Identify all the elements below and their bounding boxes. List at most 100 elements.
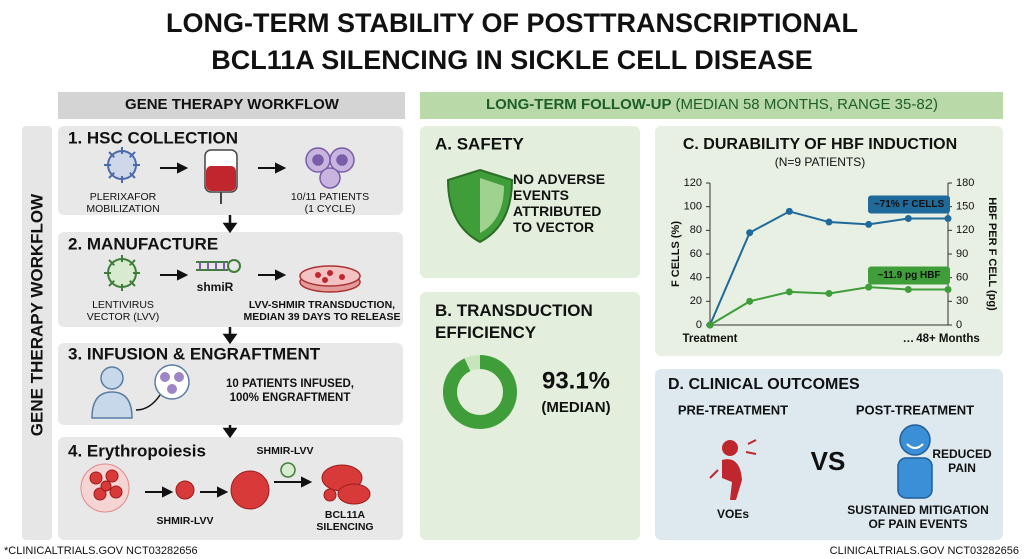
safety-text-line: EVENTS <box>513 187 569 203</box>
point <box>785 288 793 296</box>
step-label-line: LENTIVIRUS <box>92 299 154 311</box>
chart-title: C. DURABILITY OF HBF INDUCTION <box>683 136 957 153</box>
step-title: 4. Erythropoiesis <box>68 441 206 460</box>
petri-dish-icon <box>299 265 361 293</box>
step-label: SHMIR-LVV <box>157 515 214 527</box>
step-box <box>58 437 403 540</box>
page-title: LONG-TERM STABILITY OF POSTTRANSCRIPTION… <box>166 8 858 75</box>
point <box>785 207 793 215</box>
outcome-label: REDUCED PAIN <box>932 447 992 475</box>
arrow <box>258 269 287 281</box>
outcome-heading: POST-TREATMENT <box>856 402 974 417</box>
step-label: shmiR <box>197 280 234 294</box>
broken-rbc-icon <box>321 464 371 505</box>
step-label-line: PLERIXAFOR <box>90 191 157 203</box>
arrow <box>274 476 313 488</box>
step-title: 1. HSC COLLECTION <box>68 128 238 147</box>
donut-arc <box>443 355 517 429</box>
rbc-icon <box>230 470 270 510</box>
point <box>904 215 912 222</box>
arrow <box>160 162 189 174</box>
point <box>944 286 952 293</box>
panel-title-line: B. TRANSDUCTION <box>435 301 593 320</box>
y-tick-label: 120 <box>684 177 702 189</box>
point <box>746 229 754 237</box>
safety-text-line: NO ADVERSE <box>513 171 605 187</box>
y2-tick-label: 180 <box>956 177 974 189</box>
step-label-line: LVV-SHMIR TRANSDUCTION, <box>249 299 395 311</box>
rbc-icon <box>175 480 195 500</box>
step-label-line: SHMIR-LVV <box>257 445 314 457</box>
patient-icon <box>91 366 133 419</box>
outcome-heading: PRE-TREATMENT <box>678 402 788 417</box>
lentivirus-icon <box>104 255 140 291</box>
arrow <box>160 269 189 281</box>
outcome-label-line: REDUCED <box>932 447 992 461</box>
follow-up-header: LONG-TERM FOLLOW-UP (MEDIAN 58 MONTHS, RA… <box>486 96 938 113</box>
step-label: BCL11A SILENCING <box>316 509 373 533</box>
step-box <box>58 343 403 425</box>
step-label-line: SILENCING <box>316 521 373 533</box>
virus-icon <box>104 147 140 183</box>
infusion-icon <box>135 364 190 411</box>
y-tick-label: 40 <box>690 272 702 284</box>
step-label-line: SHMIR-LVV <box>157 515 214 527</box>
value-label: 93.1% <box>542 367 610 394</box>
point <box>944 215 952 222</box>
safety-text-line: TO VECTOR <box>513 219 594 235</box>
y-tick-label: 20 <box>690 295 702 307</box>
happy-person-icon <box>897 424 933 499</box>
workflow-header: GENE THERAPY WORKFLOW <box>125 96 340 113</box>
arrow <box>200 486 229 498</box>
stem-cells-icon <box>305 147 355 189</box>
rbc-cluster-icon <box>80 463 130 513</box>
outcome-note: SUSTAINED MITIGATION OF PAIN EVENTS <box>847 503 989 531</box>
step-label: LENTIVIRUS VECTOR (LVV) <box>87 299 160 323</box>
step-label: 10/11 PATIENTS (1 CYCLE) <box>291 191 369 215</box>
step-box <box>58 232 403 327</box>
outcome-label: VOEs <box>717 507 749 521</box>
outcome-note-line: OF PAIN EVENTS <box>868 517 967 531</box>
y-tick-label: 80 <box>690 224 702 236</box>
shield-icon <box>446 168 514 244</box>
step-label: SHMIR-LVV <box>257 445 314 457</box>
step-label: PLERIXAFOR MOBILIZATION <box>86 191 159 215</box>
x-tick-label: … <box>903 333 915 345</box>
value-note: (MEDIAN) <box>541 399 610 416</box>
panel-title: D. CLINICAL OUTCOMES <box>668 376 860 393</box>
step-label-line: 100% ENGRAFTMENT <box>230 392 351 404</box>
point <box>825 218 833 226</box>
footnote: *CLINICALTRIALS.GOV NCT03282656 <box>4 545 198 557</box>
step-label-line: shmiR <box>197 280 234 294</box>
y2-tick-label: 0 <box>956 319 962 331</box>
down-arrows <box>222 215 238 439</box>
safety-text-line: ATTRIBUTED <box>513 203 601 219</box>
side-label: GENE THERAPY WORKFLOW <box>27 193 46 436</box>
panel-c <box>655 126 1003 356</box>
point <box>706 321 714 329</box>
header: LONG-TERM FOLLOW-UP <box>486 96 672 113</box>
side-bar <box>22 126 52 540</box>
x-tick-label: 48+ Months <box>916 333 980 345</box>
panel-title: B. TRANSDUCTION EFFICIENCY <box>435 301 593 342</box>
step-label-line: MEDIAN 39 DAYS TO RELEASE <box>244 311 401 323</box>
y2-tick-label: 30 <box>956 295 968 307</box>
step-label-line: BCL11A <box>325 509 366 521</box>
point <box>746 297 754 305</box>
step-title: 2. MANUFACTURE <box>68 234 218 253</box>
step-label-line: VECTOR (LVV) <box>87 311 160 323</box>
outcome-label-line: PAIN <box>948 461 976 475</box>
point <box>865 283 873 291</box>
panel-title-line: EFFICIENCY <box>435 323 537 342</box>
y2-tick-label: 60 <box>956 272 968 284</box>
y-tick-label: 0 <box>696 319 702 331</box>
vs: VS <box>811 446 846 476</box>
shmir-icon <box>196 259 241 273</box>
y2-axis-label: HBF PER F CELL (pg) <box>986 197 998 311</box>
arrow <box>258 162 287 174</box>
safety-text: NO ADVERSE EVENTS ATTRIBUTED TO VECTOR <box>513 171 605 235</box>
panel-b <box>420 292 640 540</box>
follow-up-header-bar <box>420 92 1003 119</box>
step-title: 3. INFUSION & ENGRAFTMENT <box>68 344 321 363</box>
step-label-line: MOBILIZATION <box>86 203 159 215</box>
